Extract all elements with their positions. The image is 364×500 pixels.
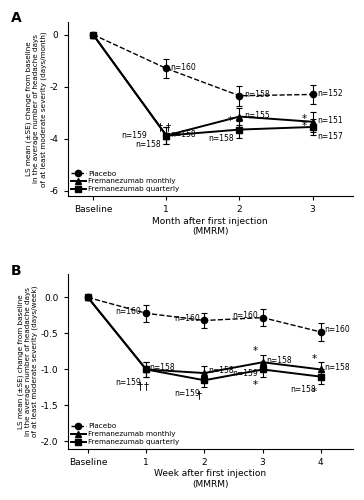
Text: n=157: n=157 xyxy=(317,132,343,140)
Text: †: † xyxy=(143,381,149,391)
Text: n=158: n=158 xyxy=(208,366,233,376)
Text: n=159: n=159 xyxy=(232,368,258,378)
Text: n=159: n=159 xyxy=(116,378,142,387)
Text: *: * xyxy=(311,354,316,364)
Text: *: * xyxy=(253,346,258,356)
Text: n=159: n=159 xyxy=(122,131,147,140)
Text: n=159: n=159 xyxy=(174,388,200,398)
X-axis label: Week after first injection
(MMRM): Week after first injection (MMRM) xyxy=(154,470,266,489)
Text: n=158: n=158 xyxy=(324,363,350,372)
Text: †: † xyxy=(138,381,143,391)
Text: *: * xyxy=(228,116,233,126)
Text: B: B xyxy=(11,264,21,278)
X-axis label: Month after first injection
(MMRM): Month after first injection (MMRM) xyxy=(153,216,268,236)
Text: †: † xyxy=(197,390,202,400)
Text: †: † xyxy=(166,122,171,132)
Text: n=151: n=151 xyxy=(317,116,343,125)
Text: n=160: n=160 xyxy=(174,314,200,323)
Text: n=160: n=160 xyxy=(232,311,258,320)
Text: *: * xyxy=(301,114,306,124)
Text: n=158: n=158 xyxy=(150,363,175,372)
Text: n=158: n=158 xyxy=(171,130,196,139)
Text: n=160: n=160 xyxy=(324,326,350,334)
Y-axis label: LS mean (±SE) change from baseline
in the average number of headache days
of at : LS mean (±SE) change from baseline in th… xyxy=(17,286,38,438)
Text: *: * xyxy=(311,388,316,398)
Text: †: † xyxy=(158,122,163,132)
Text: n=160: n=160 xyxy=(116,306,142,316)
Text: n=158: n=158 xyxy=(135,140,161,149)
Y-axis label: LS mean (±SE) change from baseline
in the average number of headache days
of at : LS mean (±SE) change from baseline in th… xyxy=(26,31,47,186)
Text: n=160: n=160 xyxy=(171,62,197,72)
Text: *: * xyxy=(301,121,306,131)
Text: n=152: n=152 xyxy=(317,88,343,98)
Legend: Placebo, Fremanezumab monthly, Fremanezumab quarterly: Placebo, Fremanezumab monthly, Fremanezu… xyxy=(71,424,180,445)
Text: n=158: n=158 xyxy=(244,90,269,99)
Text: n=158: n=158 xyxy=(290,385,316,394)
Legend: Placebo, Fremanezumab monthly, Fremanezumab quarterly: Placebo, Fremanezumab monthly, Fremanezu… xyxy=(71,170,180,192)
Text: *: * xyxy=(253,380,258,390)
Text: n=155: n=155 xyxy=(244,111,270,120)
Text: A: A xyxy=(11,11,21,25)
Text: n=158: n=158 xyxy=(208,134,234,143)
Text: n=158: n=158 xyxy=(266,356,292,364)
